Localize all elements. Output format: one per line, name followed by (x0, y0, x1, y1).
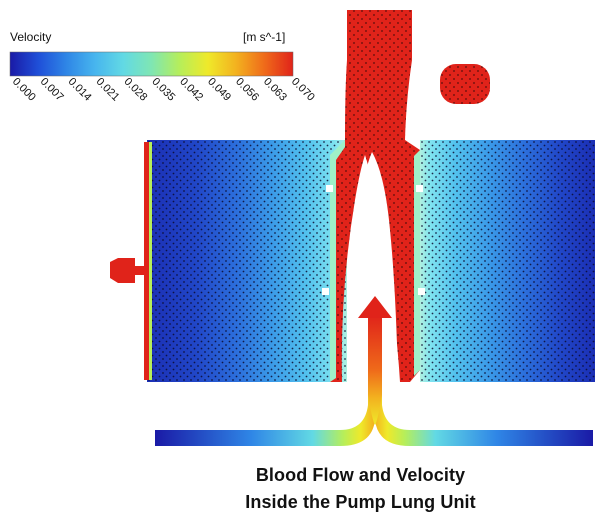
upward-arrow-head (358, 296, 392, 318)
flow-diverter-core (350, 152, 398, 382)
legend-unit: [m s^-1] (243, 30, 286, 44)
colorbar-tick-label: 0.035 (149, 76, 177, 104)
wall-notch (322, 288, 329, 295)
left-port (110, 258, 144, 283)
left-inlet-wall (144, 142, 150, 380)
wall-notch (418, 288, 425, 295)
colorbar-tick-label: 0.042 (177, 76, 205, 104)
caption-line-1: Blood Flow and Velocity (255, 465, 466, 485)
colorbar-tick-label: 0.049 (205, 76, 233, 104)
colorbar-tick-label: 0.021 (94, 76, 122, 104)
wall-notch (416, 185, 423, 192)
colorbar-tick-label: 0.014 (66, 76, 94, 104)
legend-title: Velocity (10, 30, 52, 44)
velocity-colorbar (9, 51, 294, 77)
colorbar-tick-labels: 0.000 0.007 0.014 0.021 0.028 0.035 0.042 0.049… (10, 76, 317, 104)
colorbar-tick-label: 0.056 (233, 76, 261, 104)
colorbar-tick-label: 0.070 (289, 76, 317, 104)
colorbar-tick-label: 0.028 (121, 76, 149, 104)
wall-notch (326, 185, 333, 192)
caption-line-2: Inside the Pump Lung Unit (245, 492, 476, 512)
colorbar-tick-label: 0.063 (261, 76, 289, 104)
colorbar-tick-label: 0.000 (10, 76, 38, 104)
colorbar-tick-label: 0.007 (38, 76, 66, 104)
